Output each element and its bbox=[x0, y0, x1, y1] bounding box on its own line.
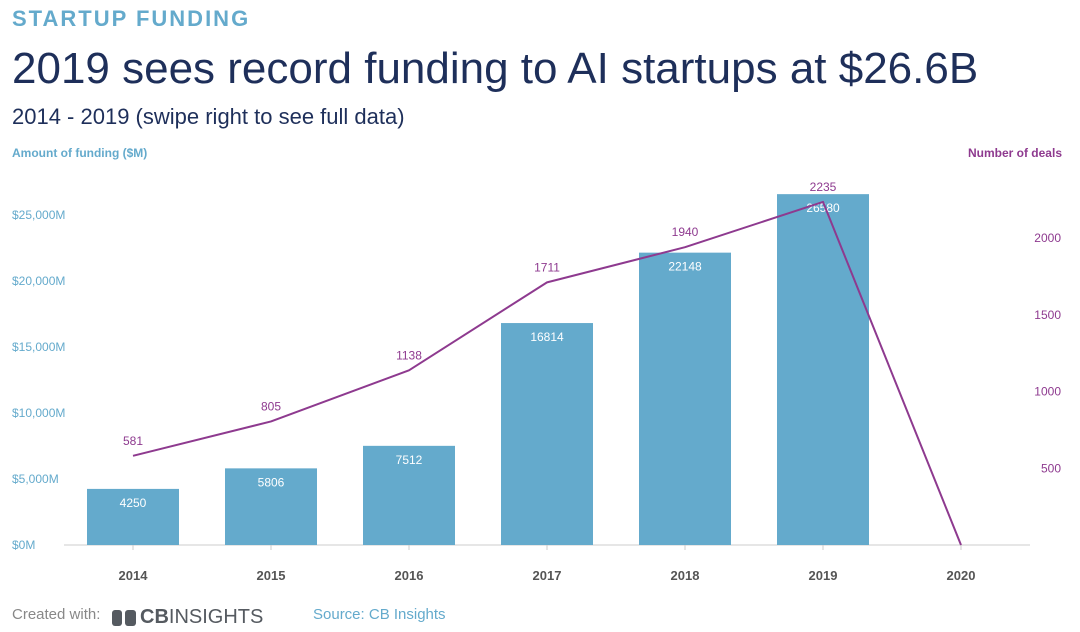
left-axis-title: Amount of funding ($M) bbox=[12, 146, 148, 160]
chart-eyebrow: STARTUP FUNDING bbox=[12, 6, 251, 31]
right-tick-label: 1000 bbox=[1034, 385, 1061, 399]
bar-2015 bbox=[225, 468, 317, 545]
bar-2019 bbox=[777, 194, 869, 546]
x-tick-label-2020: 2020 bbox=[947, 568, 976, 583]
bar-label-2018: 22148 bbox=[668, 260, 702, 274]
created-with-label: Created with: bbox=[12, 606, 101, 623]
x-tick-label-2015: 2015 bbox=[257, 568, 286, 583]
deals-label-2017: 1711 bbox=[534, 260, 560, 274]
bar-label-2016: 7512 bbox=[396, 453, 423, 467]
x-tick-label-2017: 2017 bbox=[533, 568, 562, 583]
left-tick-label: $5,000M bbox=[12, 472, 59, 486]
chart-title: 2019 sees record funding to AI startups … bbox=[12, 44, 979, 93]
deals-label-2015: 805 bbox=[261, 399, 281, 413]
bar-label-2017: 16814 bbox=[530, 330, 564, 344]
left-tick-label: $10,000M bbox=[12, 406, 65, 420]
x-tick-label-2016: 2016 bbox=[395, 568, 424, 583]
deals-label-2014: 581 bbox=[123, 434, 143, 448]
bar-label-2014: 4250 bbox=[120, 496, 147, 510]
deals-line bbox=[132, 200, 962, 546]
bar-2016 bbox=[363, 445, 455, 545]
bar-label-2015: 5806 bbox=[258, 475, 285, 489]
funding-chart: $0M $5,000M $10,000M $15,000M $20,000M $25,00… bbox=[12, 180, 1061, 583]
right-axis-title: Number of deals bbox=[967, 146, 1062, 160]
x-tick-label-2018: 2018 bbox=[671, 568, 700, 583]
logo-insights-text: INSIGHTS bbox=[168, 606, 264, 628]
left-tick-label: $20,000M bbox=[12, 274, 65, 288]
left-tick-label: $25,000M bbox=[12, 208, 65, 222]
cb-insights-logo[interactable]: CBINSIGHTS bbox=[112, 606, 263, 629]
deals-label-2019: 2235 bbox=[810, 180, 837, 194]
deals-label-2016: 1138 bbox=[396, 348, 422, 362]
bar-2018 bbox=[639, 252, 731, 545]
right-tick-label: 1500 bbox=[1034, 308, 1061, 322]
x-tick-label-2019: 2019 bbox=[809, 568, 838, 583]
left-tick-label: $0M bbox=[12, 538, 35, 552]
right-tick-label: 2000 bbox=[1034, 231, 1061, 245]
bar-2017 bbox=[501, 323, 593, 545]
right-tick-label: 500 bbox=[1041, 461, 1061, 475]
cb-logo-icon bbox=[112, 609, 136, 626]
chart-subtitle: 2014 - 2019 (swipe right to see full dat… bbox=[12, 104, 405, 129]
bar-2014 bbox=[87, 488, 179, 545]
deals-label-2018: 1940 bbox=[672, 225, 699, 239]
x-tick-label-2014: 2014 bbox=[119, 568, 149, 583]
logo-cb-text: CB bbox=[140, 606, 169, 628]
left-tick-label: $15,000M bbox=[12, 340, 65, 354]
source-link[interactable]: Source: CB Insights bbox=[313, 606, 446, 623]
